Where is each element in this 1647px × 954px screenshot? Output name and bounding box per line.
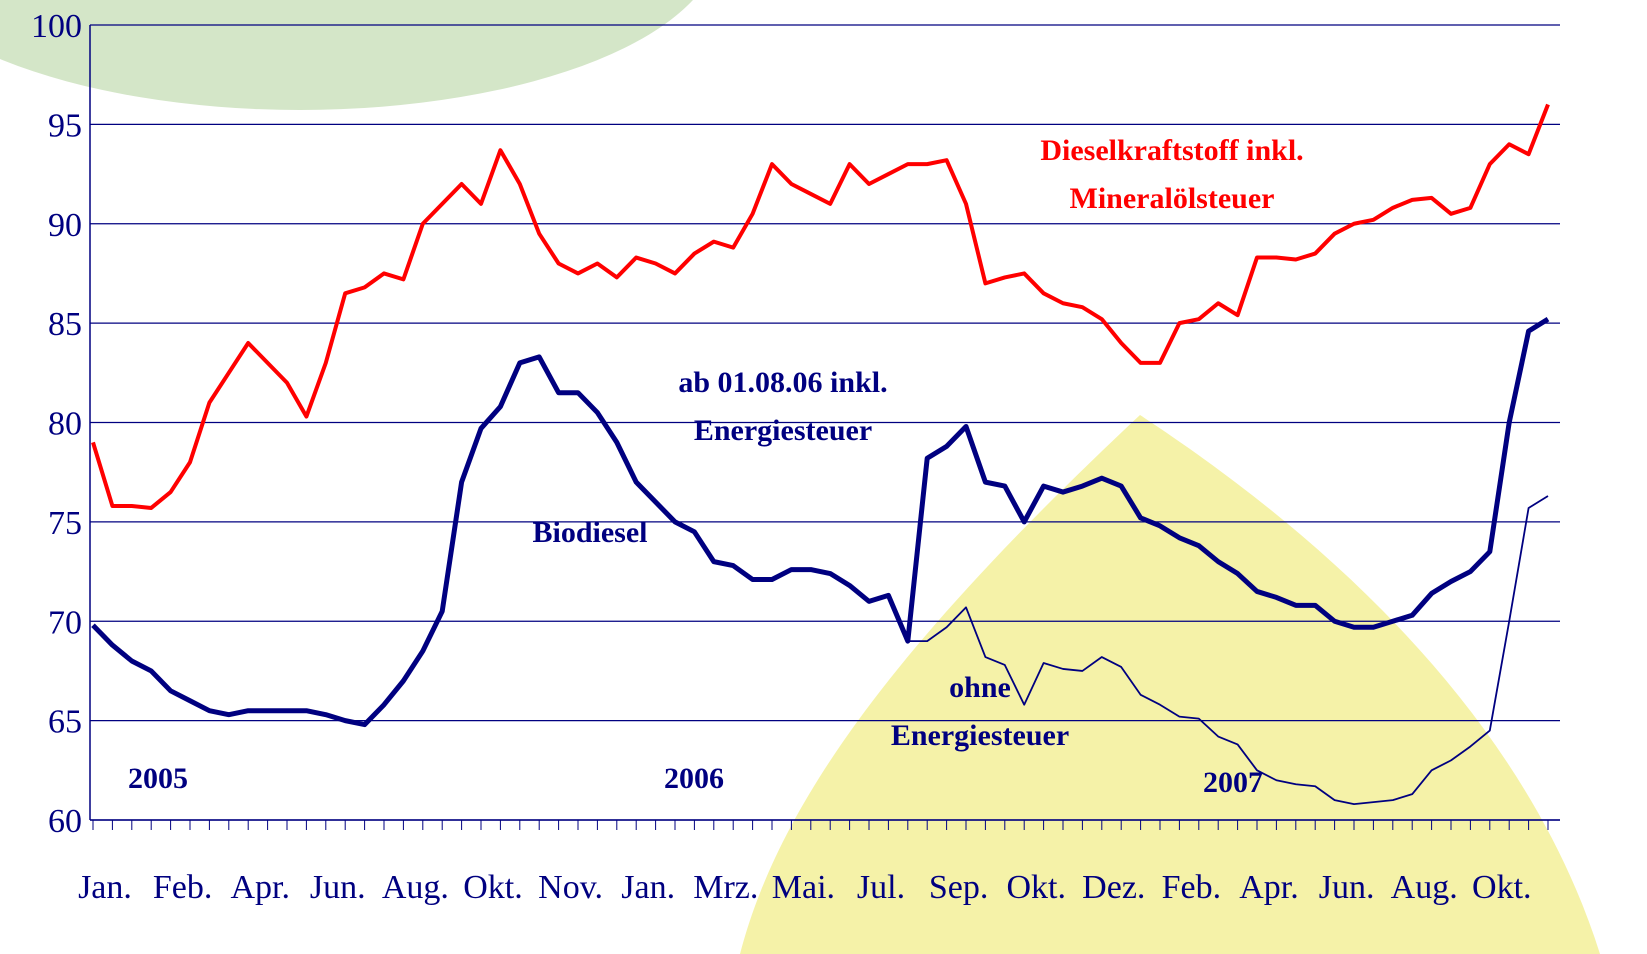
annotation: Energiesteuer: [891, 719, 1069, 752]
y-tick-label: 80: [48, 406, 82, 443]
series-line: [907, 495, 1549, 805]
annotation: ab 01.08.06 inkl.: [678, 366, 887, 399]
x-tick-label: Apr.: [1239, 869, 1299, 906]
annotation: 2005: [128, 762, 188, 795]
x-tick-label: Aug.: [382, 869, 449, 906]
annotation: 2007: [1203, 766, 1263, 799]
annotation: ohne: [949, 671, 1011, 704]
x-tick-label: Nov.: [538, 869, 603, 906]
x-tick-label: Aug.: [1391, 869, 1458, 906]
x-tick-label: Dez.: [1082, 869, 1145, 906]
annotation: 2006: [664, 762, 724, 795]
annotation: Biodiesel: [532, 516, 647, 549]
y-tick-label: 85: [48, 306, 82, 343]
x-tick-label: Mrz.: [693, 869, 758, 906]
x-tick-label: Sep.: [929, 869, 989, 906]
x-tick-label: Okt.: [463, 869, 523, 906]
y-tick-label: 100: [31, 8, 82, 45]
x-tick-label: Mai.: [772, 869, 835, 906]
x-tick-label: Jan.: [78, 869, 132, 906]
x-tick-label: Okt.: [1472, 869, 1532, 906]
y-tick-label: 75: [48, 505, 82, 542]
x-tick-label: Feb.: [1162, 869, 1222, 906]
y-tick-label: 95: [48, 107, 82, 144]
y-tick-label: 90: [48, 207, 82, 244]
x-tick-label: Apr.: [230, 869, 290, 906]
x-tick-label: Feb.: [153, 869, 213, 906]
y-tick-label: 60: [48, 803, 82, 840]
y-tick-label: 65: [48, 704, 82, 741]
x-tick-label: Okt.: [1006, 869, 1066, 906]
x-tick-label: Jan.: [621, 869, 675, 906]
y-tick-label: 70: [48, 604, 82, 641]
x-tick-label: Jul.: [857, 869, 905, 906]
x-tick-label: Jun.: [310, 869, 366, 906]
annotation: Energiesteuer: [694, 414, 872, 447]
series-line: [91, 317, 1550, 728]
annotation: Dieselkraftstoff inkl.: [1040, 134, 1303, 167]
background-leaf: [0, 0, 693, 110]
annotation: Mineralölsteuer: [1070, 182, 1275, 215]
x-tick-label: Jun.: [1319, 869, 1375, 906]
series-line: [91, 103, 1550, 510]
plot-area: 60 65 70 75 80 85 90 95 100 Jan. Feb. Apr. Jun. Aug. O…: [31, 8, 1560, 906]
